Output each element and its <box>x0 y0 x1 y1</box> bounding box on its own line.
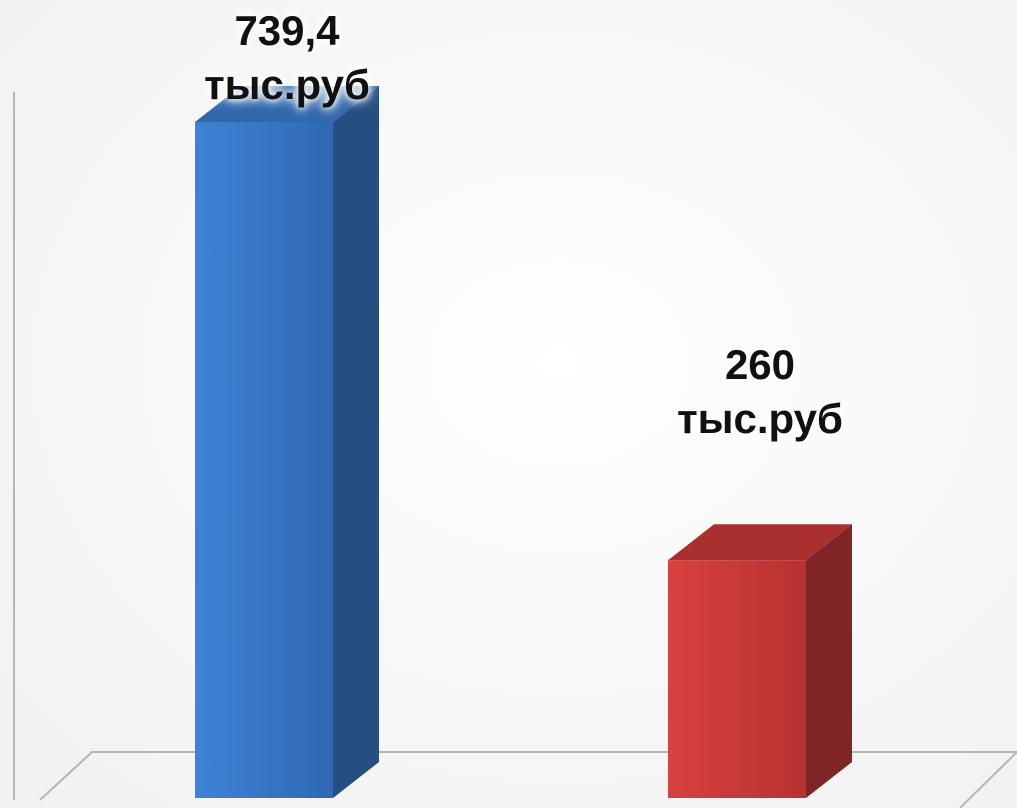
bar-2-front <box>668 560 806 798</box>
data-label-2: 260 тыс.руб <box>630 338 890 446</box>
bar-1-side <box>333 86 379 798</box>
data-label-1: 739,4 тыс.руб <box>157 4 417 112</box>
data-label-2-value: 260 <box>724 341 796 388</box>
floor-right-edge <box>959 751 1017 808</box>
bar-2-side <box>806 524 852 798</box>
bar-2-top <box>668 524 852 561</box>
data-label-2-unit: тыс.руб <box>677 395 843 442</box>
bar-1-front <box>195 122 333 798</box>
data-label-1-value: 739,4 <box>234 7 340 54</box>
bar-1-top <box>195 86 379 122</box>
bars-group <box>195 86 852 798</box>
data-label-1-unit: тыс.руб <box>204 61 370 108</box>
